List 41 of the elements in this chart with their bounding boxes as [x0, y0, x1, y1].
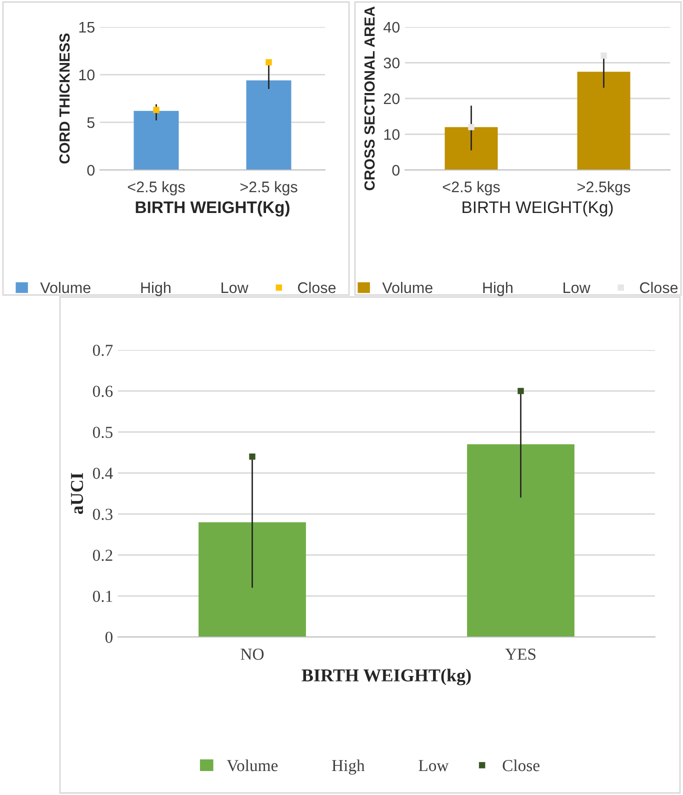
- x-tick-label: YES: [505, 648, 536, 660]
- y-axis-title: CORD THICKNESS: [59, 33, 70, 164]
- y-tick-label: 0.7: [92, 344, 113, 356]
- x-tick-label: >2.5kgs: [578, 181, 630, 196]
- text: Low: [564, 282, 590, 294]
- y-tick-label: 0.2: [92, 550, 112, 562]
- y-tick-label: 0.5: [92, 426, 112, 438]
- y-tick-label: 15: [79, 22, 94, 33]
- text: High: [483, 282, 512, 296]
- y-tick-label: 10: [79, 70, 95, 80]
- text: Low: [418, 760, 449, 772]
- y-tick-label: 0.1: [92, 590, 112, 602]
- x-axis-title: BIRTH WEIGHT(Kg): [136, 200, 290, 217]
- y-tick-label: 20: [384, 93, 400, 104]
- y-tick-label: 0.3: [92, 508, 112, 520]
- y-tick-label: 5: [87, 117, 94, 128]
- legend-label: Close: [298, 282, 336, 294]
- text: High: [141, 282, 170, 296]
- y-tick-label: 30: [384, 58, 400, 68]
- y-axis-title: CROSS SECTIONAL AREA: [364, 6, 375, 190]
- y-tick-label: 0: [87, 164, 95, 176]
- legend-label: Close: [640, 282, 678, 294]
- x-tick-label: >2.5 kgs: [240, 181, 298, 196]
- legend-label: Volume: [382, 282, 432, 294]
- y-tick-label: 0.4: [92, 468, 113, 480]
- y-tick-label: 10: [384, 129, 400, 140]
- x-axis-title: BIRTH WEIGHT(kg): [302, 668, 471, 686]
- y-tick-label: 0: [392, 164, 400, 176]
- x-tick-label: <2.5 kgs: [128, 181, 185, 196]
- text: Low: [222, 282, 248, 294]
- y-tick-label: 0.6: [92, 386, 113, 398]
- y-tick-label: 0: [105, 632, 113, 643]
- y-axis-title: aUCI: [70, 473, 84, 514]
- y-tick-label: 40: [384, 22, 400, 33]
- text: High: [332, 759, 365, 775]
- legend-label: Volume: [40, 282, 90, 294]
- x-tick-label: <2.5 kgs: [442, 181, 500, 196]
- x-tick-label: NO: [240, 648, 264, 660]
- legend-label: Close: [502, 759, 540, 772]
- x-axis-title: BIRTH WEIGHT(Kg): [462, 200, 613, 216]
- legend-label: Volume: [226, 759, 278, 772]
